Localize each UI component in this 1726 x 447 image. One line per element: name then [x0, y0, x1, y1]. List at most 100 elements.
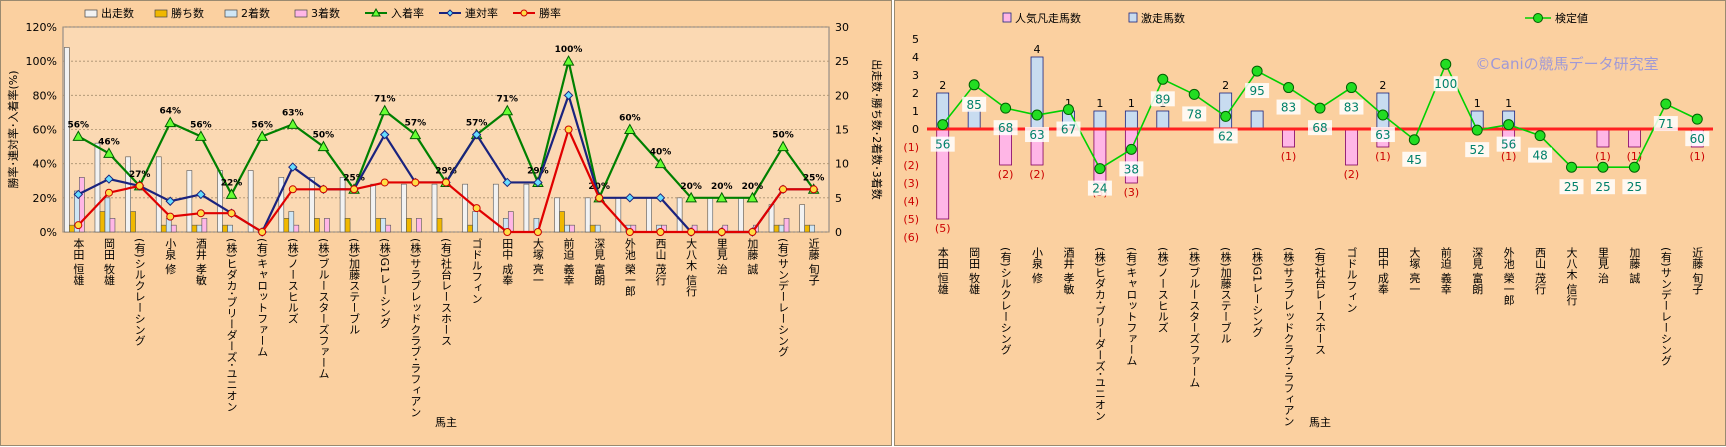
bar [584, 197, 591, 233]
marker-circle [411, 178, 420, 187]
marker-circle [1220, 110, 1232, 122]
x-tick-label: (株)ヒダカ･ブリーダーズ･ユニオン [225, 238, 238, 412]
data-label-bg [1087, 180, 1112, 196]
bar [559, 211, 565, 233]
bar [69, 224, 75, 233]
y-right-tick-label: 25 [835, 55, 849, 68]
marker-circle [1283, 82, 1295, 94]
bar [1596, 128, 1610, 148]
marker-circle [1597, 161, 1609, 173]
marker-triangle [164, 116, 177, 128]
x-tick-label: 田中 成奉 [1376, 247, 1389, 295]
marker-diamond [196, 189, 206, 200]
marker-circle [717, 228, 726, 236]
marker-circle [380, 178, 389, 187]
bar [569, 224, 575, 233]
x-tick-label: (有)キャロットファーム [1125, 247, 1138, 366]
y-left-axis-title: 勝率･連対率･入着率(%) [6, 70, 20, 188]
data-label: 56% [68, 120, 90, 130]
marker-circle [1377, 109, 1389, 121]
bar [314, 218, 320, 233]
y-left-tick-label: 60% [33, 124, 57, 137]
bar [201, 218, 208, 233]
bar [615, 197, 622, 233]
data-label: 50% [313, 131, 335, 141]
marker-circle [74, 221, 83, 230]
x-tick-label: (株)加藤ステーブル [348, 238, 361, 335]
bar [385, 224, 392, 233]
y-tick-label: 0 [912, 123, 919, 136]
bar [804, 224, 810, 233]
y-right-axis-title: 出走数･勝ち数･2着数･3着数 [870, 59, 884, 200]
marker-diamond [533, 177, 543, 188]
marker-circle [1503, 119, 1515, 131]
y-left-tick-label: 100% [26, 55, 57, 68]
legend-marker [520, 9, 528, 17]
marker-triangle [746, 191, 759, 203]
bar [707, 197, 714, 233]
data-label-bg [1150, 91, 1175, 107]
bar [1345, 128, 1358, 166]
marker-triangle [256, 130, 269, 141]
data-label: (2) [1344, 168, 1360, 181]
x-tick-label: 西山 茂行 [1534, 247, 1547, 295]
y-tick-label: 5 [912, 33, 919, 46]
y-right-tick-label: 5 [835, 192, 842, 205]
x-tick-label: (株)ブルースターズファーム [1188, 247, 1201, 388]
x-tick-label: 大八木 信行 [1565, 246, 1578, 306]
data-label: 56 [1501, 138, 1516, 152]
marker-circle [1031, 109, 1043, 121]
x-tick-label: 田中 成奉 [501, 238, 514, 286]
data-label: 83 [1344, 101, 1359, 115]
bar [809, 224, 815, 233]
x-tick-label: 外池 榮一郎 [623, 238, 636, 297]
legend-label: 出走数 [101, 6, 134, 20]
bar [1628, 128, 1641, 148]
bar [125, 156, 131, 233]
data-label: 45 [1407, 153, 1422, 167]
x-tick-label: (株)サラブレッドクラブ･ラフィアン [1282, 247, 1295, 426]
bar [227, 224, 233, 233]
bar [1250, 110, 1264, 130]
x-tick-label: 前迫 義幸 [562, 237, 575, 286]
marker-circle [748, 228, 757, 236]
data-label: 40% [650, 148, 672, 158]
marker-circle [135, 181, 144, 190]
x-tick-label: (有)サンデーレーシング [1659, 247, 1672, 366]
data-label: 56% [190, 120, 212, 130]
data-label-bg [1622, 179, 1647, 195]
x-tick-label: 酒井 孝敏 [194, 238, 207, 286]
data-label-bg [1276, 99, 1301, 115]
bar [594, 224, 601, 233]
data-label-bg [962, 96, 987, 112]
x-tick-label: 本田 恒雄 [72, 237, 85, 286]
data-label: 25 [1595, 180, 1610, 194]
data-label: 1 [1096, 97, 1103, 110]
marker-triangle [685, 191, 697, 203]
y-right-tick-label: 10 [835, 158, 849, 171]
bar [288, 211, 295, 233]
data-label-bg [1245, 83, 1270, 99]
x-tick-label: 大塚 亮一 [531, 237, 544, 286]
data-label: (1) [1501, 150, 1517, 163]
watermark: ©Caniの競馬データ研究室 [1475, 55, 1658, 73]
marker-circle [288, 185, 297, 194]
data-label: 50% [772, 131, 794, 141]
y-tick-label: (2) [903, 159, 919, 172]
bar [523, 183, 530, 233]
x-tick-label: 小泉 修 [1031, 247, 1044, 284]
x-axis-title: 馬主 [435, 416, 457, 429]
bar [416, 218, 422, 233]
data-label-bg [1056, 121, 1081, 137]
legend-swatch [154, 9, 168, 18]
y-left-tick-label: 20% [33, 192, 57, 205]
data-label: 68 [998, 121, 1013, 135]
data-label: 27% [129, 170, 151, 180]
bar [380, 218, 387, 233]
x-tick-label: 大塚 亮一 [1408, 246, 1421, 295]
marker-circle [809, 185, 818, 194]
bar [94, 142, 101, 233]
data-label: 89 [1155, 92, 1170, 106]
right-chart: 5 4 3 2 1 0 (1) (2) (3) (4) (5) (6) 2 (5) (2) 4 (2) 1 1 (3)… [903, 11, 1713, 429]
data-label-bg [1559, 179, 1584, 195]
